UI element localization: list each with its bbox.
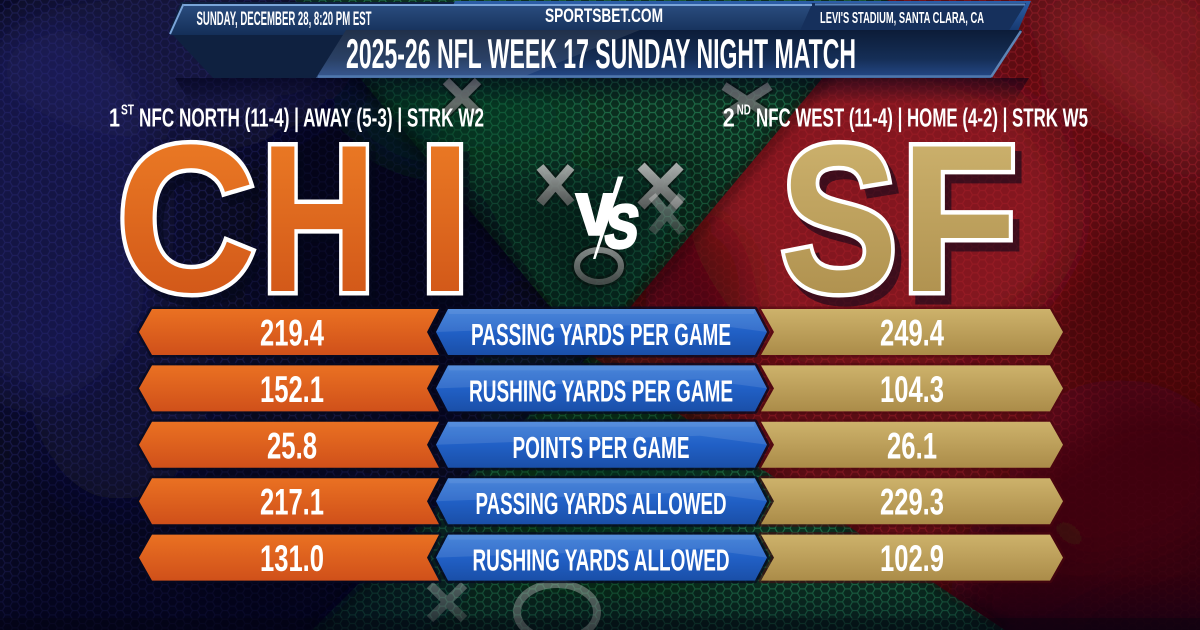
svg-text:152.1: 152.1 [260, 369, 324, 410]
svg-text:102.9: 102.9 [880, 538, 944, 579]
svg-text:26.1: 26.1 [887, 425, 937, 466]
svg-text:S: S [780, 101, 898, 336]
svg-text:131.0: 131.0 [260, 538, 324, 579]
svg-text:PASSING YARDS PER GAME: PASSING YARDS PER GAME [471, 317, 731, 352]
svg-text:H: H [261, 101, 377, 336]
svg-text:1: 1 [109, 105, 120, 133]
svg-text:SPORTSBET.COM: SPORTSBET.COM [545, 6, 663, 27]
svg-text:25.8: 25.8 [267, 425, 317, 466]
svg-text:ST: ST [121, 102, 134, 119]
svg-text:2: 2 [723, 105, 735, 133]
svg-text:217.1: 217.1 [260, 482, 324, 523]
svg-text:NFC NORTH (11-4) | AWAY (5-3: NFC NORTH (11-4) | AWAY (5-3) | STRK W2 [139, 105, 484, 133]
svg-text:219.4: 219.4 [260, 313, 324, 354]
svg-text:POINTS PER GAME: POINTS PER GAME [513, 430, 690, 465]
svg-text:NFC WEST (11-4) | HOME (4-2): NFC WEST (11-4) | HOME (4-2) | STRK W5 [756, 105, 1088, 133]
svg-text:C: C [117, 101, 257, 336]
svg-text:ND: ND [737, 102, 751, 119]
svg-text:RUSHING YARDS ALLOWED: RUSHING YARDS ALLOWED [473, 543, 730, 578]
svg-text:2025-26 NFL WEEK 17 SUNDAY NIG: 2025-26 NFL WEEK 17 SUNDAY NIGHT MATCH [346, 30, 856, 77]
svg-text:PASSING YARDS ALLOWED: PASSING YARDS ALLOWED [476, 486, 727, 521]
svg-text:RUSHING YARDS PER GAME: RUSHING YARDS PER GAME [469, 373, 733, 408]
svg-text:229.3: 229.3 [880, 482, 944, 523]
svg-text:SUNDAY, DECEMBER 28, 8:20 PM E: SUNDAY, DECEMBER 28, 8:20 PM EST [197, 9, 372, 30]
svg-text:I: I [418, 101, 472, 336]
svg-text:F: F [900, 101, 1018, 336]
svg-text:LEVI'S STADIUM, SANTA CLARA, C: LEVI'S STADIUM, SANTA CLARA, CA [820, 10, 984, 27]
svg-text:249.4: 249.4 [880, 313, 944, 354]
svg-text:104.3: 104.3 [880, 369, 944, 410]
